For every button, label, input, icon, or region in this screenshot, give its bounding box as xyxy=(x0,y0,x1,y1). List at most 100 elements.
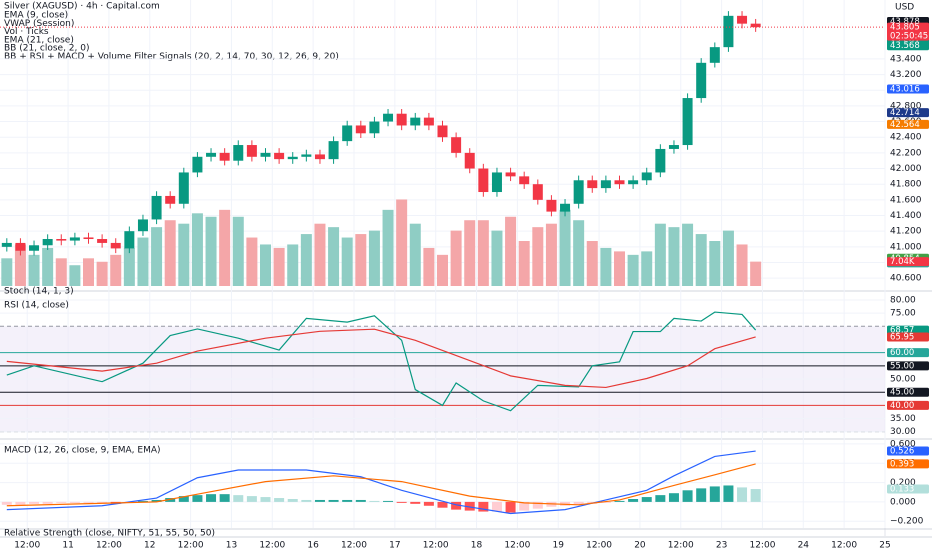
volume-bar xyxy=(205,216,217,286)
x-tick-label: 12:00 xyxy=(504,541,530,550)
volume-bar xyxy=(464,220,476,286)
y-tick-label: 80.00 xyxy=(890,295,916,305)
x-tick-label: 12 xyxy=(144,541,155,550)
candle-body xyxy=(56,239,67,241)
pane-title: MACD (12, 26, close, 9, EMA, EMA) xyxy=(4,446,161,456)
candle-body xyxy=(723,15,734,48)
candle-body xyxy=(573,180,584,204)
histogram-bar xyxy=(328,499,339,502)
x-tick-label: 19 xyxy=(553,541,565,550)
volume-bar xyxy=(96,261,108,286)
value-badge xyxy=(887,325,929,335)
candle-body xyxy=(614,180,625,185)
candle-body xyxy=(560,203,571,212)
y-tick-label: 41.400 xyxy=(890,211,922,221)
volume-bar xyxy=(614,251,625,286)
histogram-bar xyxy=(274,498,285,502)
volume-bar xyxy=(232,216,244,286)
candle-body xyxy=(451,137,462,153)
histogram-bar xyxy=(192,495,203,502)
y-tick-label: −0.200 xyxy=(890,517,924,527)
value-badge xyxy=(887,484,929,494)
y-tick-label: 75.00 xyxy=(890,309,916,319)
volume-bar xyxy=(654,223,666,286)
candle-body xyxy=(600,180,611,189)
candle-body xyxy=(274,152,285,160)
histogram-bar xyxy=(723,485,734,502)
x-tick-label: 24 xyxy=(798,541,810,550)
candle-body xyxy=(491,172,502,193)
histogram-bar xyxy=(301,499,312,502)
y-tick-label: 35.00 xyxy=(890,414,916,424)
volume-bar xyxy=(600,247,612,286)
badge-label: 42.564 xyxy=(890,120,920,130)
value-badge xyxy=(887,361,929,371)
badge-label: 42.714 xyxy=(890,108,920,118)
volume-bar xyxy=(532,227,544,286)
volume-bar xyxy=(260,244,271,286)
badge-label: 55.00 xyxy=(890,361,914,371)
volume-bar xyxy=(491,230,503,286)
candle-body xyxy=(750,23,761,28)
volume-bar xyxy=(641,251,653,286)
histogram-bar xyxy=(478,501,489,512)
x-tick-label: 18 xyxy=(471,541,483,550)
volume-bar xyxy=(123,247,135,286)
badge-label: 43.016 xyxy=(890,84,920,94)
candle-body xyxy=(124,231,135,249)
candle-body xyxy=(587,180,598,189)
y-tick-label: 42.800 xyxy=(890,101,922,111)
histogram-bar xyxy=(165,498,176,502)
value-badge xyxy=(887,41,929,51)
y-tick-label: 40.600 xyxy=(890,274,922,284)
badge-label: 43.568 xyxy=(890,41,920,51)
candle-body xyxy=(532,184,543,200)
y-tick-label: 0.200 xyxy=(890,478,916,488)
legend-entry: BB + RSI + MACD + Volume Filter Signals … xyxy=(4,52,339,62)
x-tick-label: 13 xyxy=(226,541,237,550)
histogram-bar xyxy=(641,497,652,502)
candle-body xyxy=(165,195,176,204)
candle-body xyxy=(668,145,679,149)
badge-label: 0.133 xyxy=(890,485,914,495)
badge-label: 65.95 xyxy=(890,332,914,342)
volume-bar xyxy=(586,241,598,286)
histogram-bar xyxy=(614,500,625,502)
y-tick-label: 42.400 xyxy=(890,133,922,143)
volume-bar xyxy=(55,258,67,286)
volume-bar xyxy=(151,227,163,286)
y-tick-label: 0.600 xyxy=(890,439,916,449)
candle-body xyxy=(328,141,339,160)
y-tick-label: 43.200 xyxy=(890,70,922,80)
x-tick-label: 12:00 xyxy=(586,541,612,550)
histogram-bar xyxy=(655,495,666,502)
histogram-bar xyxy=(750,489,761,502)
volume-bar xyxy=(28,254,40,286)
histogram-bar xyxy=(519,501,530,511)
histogram-bar xyxy=(383,500,394,502)
indicator-line xyxy=(6,328,756,389)
volume-bar xyxy=(14,244,26,286)
x-tick-label: 17 xyxy=(389,541,400,550)
candle-body xyxy=(42,239,53,246)
volume-bar xyxy=(477,220,489,286)
histogram-bar xyxy=(233,495,244,502)
histogram-bar xyxy=(342,499,353,502)
candle-body xyxy=(178,172,189,204)
candle-body xyxy=(83,237,94,240)
histogram-bar xyxy=(219,494,230,502)
histogram-bar xyxy=(1,501,12,505)
histogram-bar xyxy=(314,499,325,502)
candle-body xyxy=(396,113,407,126)
histogram-bar xyxy=(600,501,611,503)
candle-body xyxy=(192,156,203,173)
value-badge xyxy=(887,84,929,94)
histogram-bar xyxy=(355,499,366,502)
histogram-bar xyxy=(491,501,502,512)
volume-bar xyxy=(722,230,734,286)
value-badge xyxy=(887,332,929,342)
y-tick-label: 42.000 xyxy=(890,164,922,174)
x-tick-label: 12:00 xyxy=(341,541,367,550)
badge-label: 0.393 xyxy=(890,459,914,469)
